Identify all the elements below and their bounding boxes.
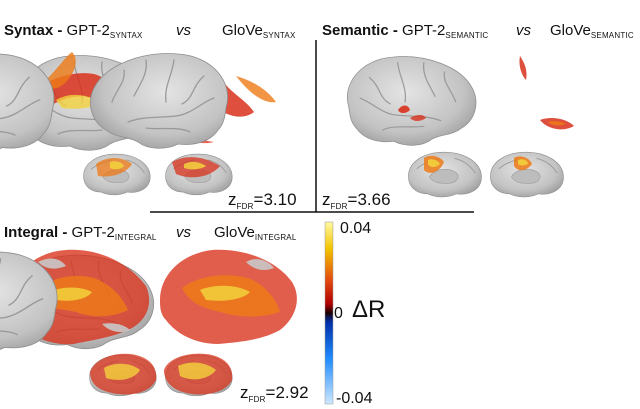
colorbar-min-label: -0.04: [336, 390, 373, 407]
integral-title: Integral - GPT-2INTEGRAL: [4, 224, 157, 242]
semantic-left-hemisphere: [346, 55, 477, 146]
colorbar-mid-label: 0: [334, 305, 343, 322]
syntax-panel-name: Syntax: [4, 22, 54, 39]
syntax-right-hemisphere: [160, 59, 276, 144]
syntax-model-a-sub: SYNTAX: [109, 31, 143, 40]
semantic-panel-name: Semantic: [322, 22, 389, 39]
semantic-right-medial: [489, 151, 564, 198]
syntax-model-b: GloVe: [222, 22, 263, 39]
semantic-z-threshold: zFDR=3.66: [322, 190, 391, 211]
colorbar: [324, 221, 334, 405]
syntax-title: Syntax - GPT-2SYNTAX: [4, 22, 143, 40]
semantic-right-hemisphere: [519, 56, 574, 130]
integral-z-threshold: zFDR=2.92: [240, 383, 309, 404]
syntax-right-medial: [165, 153, 233, 196]
integral-model-a-sub: INTEGRAL: [114, 233, 157, 242]
colorbar-max-label: 0.04: [340, 220, 372, 237]
integral-model-b: GloVe: [214, 224, 255, 241]
integral-left-medial: [89, 353, 157, 397]
integral-model-b-label: GloVeINTEGRAL: [214, 224, 296, 247]
integral-model-a: GPT-2: [71, 224, 115, 241]
semantic-vs: vs: [516, 22, 531, 39]
semantic-model-a-sub: SEMANTIC: [445, 31, 489, 40]
semantic-title: Semantic - GPT-2SEMANTIC: [322, 22, 489, 40]
syntax-z-threshold: zFDR=3.10: [228, 190, 297, 211]
syntax-model-b-label: GloVeSYNTAX: [222, 22, 296, 45]
integral-vs: vs: [176, 224, 191, 241]
syntax-left-hemisphere: [12, 52, 159, 151]
semantic-model-b-sub: SEMANTIC: [590, 31, 634, 40]
semantic-left-medial: [407, 151, 482, 198]
syntax-model-b-sub: SYNTAX: [262, 31, 296, 40]
syntax-left-medial: [83, 153, 151, 196]
integral-panel-name: Integral: [4, 224, 59, 241]
colorbar-quantity: ΔR: [352, 296, 386, 323]
integral-model-b-sub: INTEGRAL: [254, 233, 297, 242]
syntax-vs: vs: [176, 22, 191, 39]
semantic-model-b: GloVe: [550, 22, 591, 39]
syntax-model-a: GPT-2: [66, 22, 110, 39]
integral-right-medial: [164, 353, 233, 397]
integral-left-hemisphere: [10, 249, 155, 350]
integral-right-hemisphere: [160, 249, 297, 344]
semantic-model-a: GPT-2: [402, 22, 446, 39]
semantic-model-b-label: GloVeSEMANTIC: [550, 22, 634, 45]
